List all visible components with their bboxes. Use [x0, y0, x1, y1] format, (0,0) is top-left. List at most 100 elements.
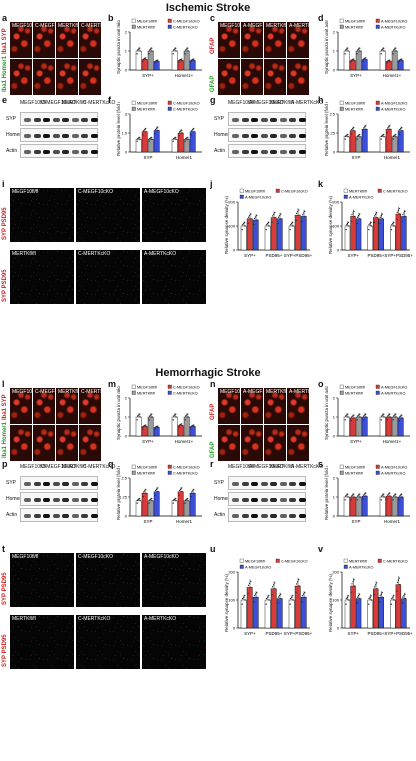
category-label: Homer1	[176, 519, 193, 524]
blot-band	[298, 150, 306, 154]
y-tick-label: 0	[125, 434, 128, 439]
data-point	[393, 599, 395, 601]
data-point	[190, 61, 192, 63]
legend-swatch	[343, 194, 348, 199]
data-point	[398, 59, 401, 61]
data-point	[139, 47, 141, 49]
data-point	[380, 53, 382, 55]
legend-swatch	[131, 470, 136, 475]
data-point	[154, 128, 157, 131]
blot-lane-label: A-MERTKcKO	[291, 464, 324, 470]
data-point	[375, 582, 378, 584]
micrograph-c-r2c3	[264, 59, 286, 95]
micrograph-t-r2c2: C-MERTKcKO	[76, 615, 140, 669]
blot-band	[33, 150, 41, 154]
data-point	[139, 136, 141, 139]
micrograph-label: MEGF10fl/fl	[12, 23, 32, 29]
bar-SYP+-C-MERTKcKO	[350, 585, 356, 629]
data-point	[350, 495, 353, 497]
bar-SYP-MERTKfl/fl	[355, 136, 362, 153]
data-point	[395, 50, 397, 52]
data-point	[301, 594, 304, 597]
data-point	[175, 138, 177, 141]
data-point	[271, 593, 273, 596]
data-point	[301, 220, 303, 223]
data-point	[344, 49, 347, 51]
bar-Homer1+-C-MEGF10cKO	[177, 60, 184, 71]
bar-Homer1+-A-MERTKcKO	[397, 417, 404, 437]
panel-letter-k: k	[318, 179, 324, 189]
y-tick-label: 0	[125, 514, 128, 519]
bar-Homer1-MERTKfl/fl	[183, 139, 190, 153]
data-point	[184, 138, 187, 140]
y-tick-label: 100	[228, 598, 235, 603]
bar-Homer1+-C-MERTKcKO	[189, 426, 196, 437]
data-point	[277, 596, 280, 598]
bar-SYP+-A-MERTKcKO	[361, 59, 368, 71]
data-point	[404, 597, 406, 600]
blot-band	[52, 134, 60, 138]
blot-band	[90, 482, 98, 486]
bar-SYP-MERTKfl/fl	[147, 139, 154, 153]
data-point	[362, 494, 365, 496]
blot-band	[241, 514, 249, 518]
bar-SYP+-MEGF10fl/fl	[135, 416, 142, 437]
chart-m: 0 1 2 SYP+ Homer1+ MEGF10fl/fl C-MEGF10cKO MERT…	[118, 384, 204, 446]
panel-letter-l: l	[2, 379, 5, 389]
blot-row-label: Actin	[214, 148, 226, 154]
data-point	[344, 138, 346, 140]
data-point	[157, 129, 159, 132]
data-point	[401, 59, 403, 62]
bar-SYP+-MEGF10fl/fl	[240, 225, 247, 251]
bar-PSD95+-C-MERTKcKO	[373, 217, 379, 251]
data-point	[376, 588, 378, 590]
legend-label: MEGF10fl/fl	[137, 385, 157, 389]
category-label: PSD95+	[368, 253, 385, 258]
micrograph-t-r1c1: MEGF10fl/fl	[10, 553, 74, 607]
side-label-a-top: Iba1 SYP	[2, 28, 8, 54]
bar-SYP+-C-MEGF10cKO	[141, 426, 148, 437]
data-point	[359, 50, 361, 52]
legend-label: MERTKfl/fl	[345, 25, 363, 29]
blot-band	[241, 150, 249, 154]
micrograph-a-r1c4: C-MERTKcKO	[79, 22, 101, 58]
data-point	[142, 425, 145, 427]
data-point	[190, 130, 193, 132]
data-point	[274, 212, 276, 214]
blot-band	[33, 482, 41, 486]
bar-SYP+-MEGF10fl/fl	[240, 599, 247, 629]
data-point	[350, 133, 352, 135]
data-point	[401, 496, 403, 498]
data-point	[368, 603, 370, 605]
legend-label: MERTKfl/fl	[137, 391, 155, 395]
data-point	[181, 59, 183, 62]
data-point	[359, 218, 361, 220]
micrograph-c-r1c4: A-MERTKcKO	[287, 22, 309, 58]
data-point	[139, 413, 141, 415]
data-point	[187, 413, 189, 415]
micrograph-c-r2c1	[218, 59, 240, 95]
bar-PSD95+-MEGF10fl/fl	[264, 225, 271, 251]
blot-band	[43, 498, 50, 502]
legend-label: MERTKfl/fl	[345, 107, 363, 111]
data-point	[190, 495, 192, 498]
panel-letter-n: n	[210, 379, 216, 389]
data-point	[404, 593, 406, 595]
data-point	[392, 135, 395, 137]
data-point	[365, 416, 367, 418]
data-point	[353, 579, 355, 581]
data-point	[157, 487, 159, 489]
data-point	[398, 213, 401, 215]
data-point	[184, 49, 187, 51]
data-point	[241, 603, 243, 605]
side-label-l-top: Iba1 SYP	[2, 394, 8, 420]
data-point	[139, 500, 141, 502]
blot-e-lane-labels: MEGF10fl/fl C-MEGF10cKO MERTKfl/fl C-MERTKc…	[20, 100, 115, 110]
micrograph-l-r1c3: MERTKfl/fl	[56, 388, 78, 424]
data-point	[383, 413, 385, 415]
blot-band	[251, 118, 258, 122]
data-point	[172, 53, 174, 55]
legend-label: C-MEGF10cKO	[173, 19, 200, 23]
data-point	[356, 499, 358, 501]
data-point	[256, 214, 258, 217]
